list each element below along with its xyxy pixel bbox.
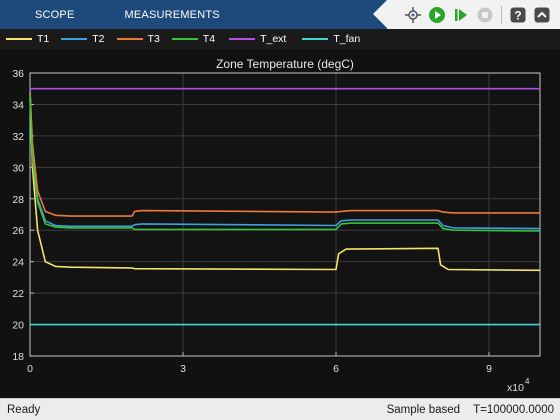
x-tick-label: 6 — [333, 363, 339, 375]
legend-swatch — [116, 38, 143, 40]
legend-swatch — [171, 38, 198, 40]
legend-item-t1[interactable]: T1 — [6, 33, 49, 45]
y-tick-label: 26 — [12, 225, 24, 237]
legend-swatch — [302, 38, 329, 40]
series-line-t3 — [29, 91, 540, 217]
series-line-t1 — [29, 98, 541, 272]
simulation-controls: ? — [373, 0, 560, 29]
legend-swatch — [61, 38, 88, 40]
tab-measurements[interactable]: MEASUREMENTS — [124, 9, 220, 21]
scope-toolstrip: SCOPE MEASUREMENTS — [0, 0, 560, 29]
y-tick-label: 36 — [12, 68, 24, 80]
tab-scope[interactable]: SCOPE — [35, 9, 75, 21]
legend-swatch — [6, 38, 32, 40]
series-line-t2 — [29, 88, 541, 230]
y-tick-label: 32 — [12, 131, 24, 143]
x-exponent-superscript: 4 — [525, 377, 530, 386]
legend-label: T4 — [202, 33, 216, 45]
legend-item-t3[interactable]: T3 — [116, 33, 160, 45]
status-right: Sample based T=100000.0000 — [387, 404, 554, 416]
help-icon[interactable]: ? — [508, 5, 528, 25]
x-tick-label: 0 — [27, 363, 33, 375]
y-tick-label: 18 — [12, 351, 24, 363]
legend-label: T1 — [37, 33, 50, 45]
y-tick-label: 28 — [12, 194, 24, 206]
x-tick-label: 9 — [486, 363, 492, 375]
y-tick-label: 22 — [12, 288, 24, 300]
axes-border — [29, 72, 541, 357]
step-forward-icon[interactable] — [451, 5, 471, 25]
legend-label: T2 — [92, 33, 105, 45]
status-bar: Ready Sample based T=100000.0000 — [0, 398, 560, 420]
legend: T1 T2 T3 T4 T_ext T_fan — [0, 29, 560, 49]
legend-label: T3 — [147, 33, 160, 45]
legend-item-t4[interactable]: T4 — [171, 33, 216, 45]
toolbar-separator — [501, 5, 502, 24]
expand-toolstrip-icon[interactable] — [532, 5, 552, 25]
legend-label: T_ext — [260, 33, 287, 45]
legend-label: T_fan — [333, 33, 361, 45]
y-tick-label: 30 — [12, 162, 24, 174]
x-exponent-label: x10 — [507, 382, 524, 394]
y-tick-label: 24 — [12, 257, 24, 269]
toolstrip-controls: ? — [373, 0, 560, 29]
run-icon[interactable] — [427, 5, 447, 25]
svg-text:?: ? — [514, 8, 521, 22]
simulation-time-text: T=100000.0000 — [473, 403, 554, 416]
legend-swatch — [229, 38, 256, 40]
sample-mode-text: Sample based — [386, 403, 461, 416]
legend-item-t-ext[interactable]: T_ext — [229, 33, 286, 45]
legend-item-t2[interactable]: T2 — [61, 33, 105, 45]
y-tick-label: 34 — [12, 99, 24, 111]
x-tick-label: 3 — [180, 363, 186, 375]
status-text: Ready — [7, 403, 41, 416]
series-line-t4 — [29, 94, 541, 232]
signal-selector-icon[interactable] — [403, 5, 423, 25]
y-tick-label: 20 — [12, 320, 24, 332]
scope-display[interactable]: Zone Temperature (degC)18202224262830323… — [0, 49, 560, 398]
stop-icon[interactable] — [475, 5, 495, 25]
legend-item-t-fan[interactable]: T_fan — [302, 33, 360, 45]
axes-background — [30, 73, 540, 356]
chart-title: Zone Temperature (degC) — [216, 57, 354, 71]
